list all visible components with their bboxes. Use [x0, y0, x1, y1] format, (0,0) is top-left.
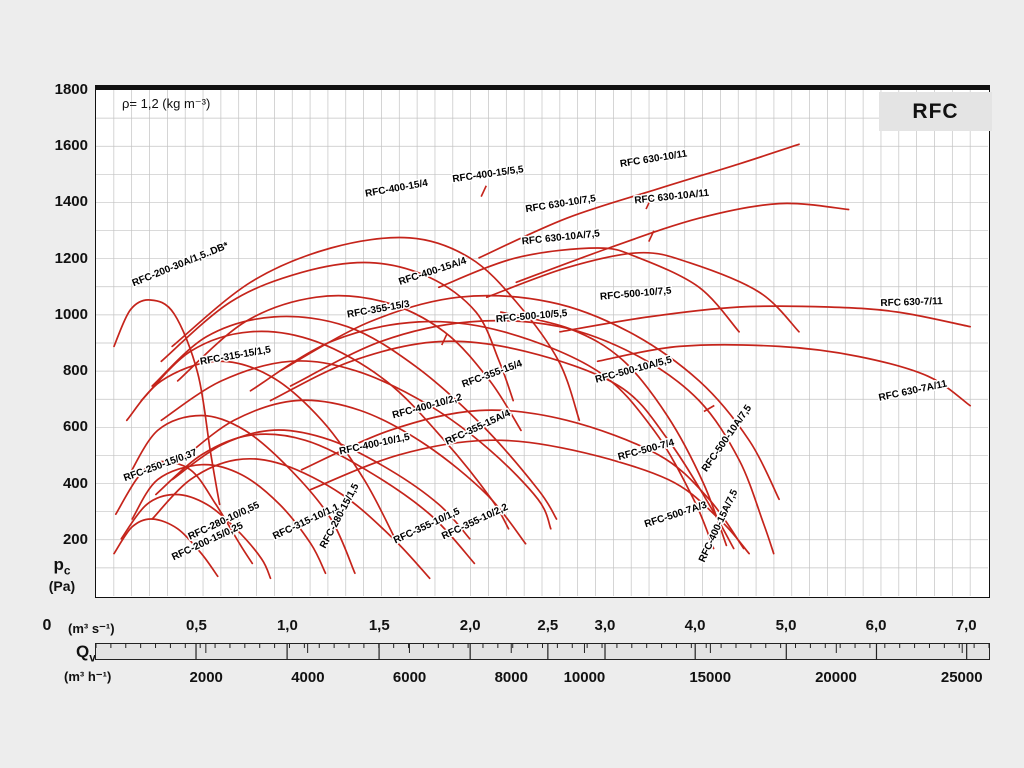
flow-symbol: Qv	[76, 642, 96, 665]
x-tick-label: 7,0	[955, 617, 977, 634]
fan-curve-rfc-630-10a-7-5	[485, 251, 800, 333]
y-axis-zero-label: 0	[42, 617, 52, 634]
fan-curve-rfc-630-7-11	[559, 305, 972, 333]
fan-curve-rfc-250-15-0-37	[114, 460, 254, 565]
fan-curve-rfc-355-15a-4	[160, 360, 552, 530]
fan-curve-rfc-500-10-5-5	[249, 320, 715, 550]
limit-mark	[703, 404, 715, 413]
fan-curve-rfc-500-10-7-5	[278, 294, 780, 501]
fan-curve-rfc-400-10-2-2	[180, 399, 527, 545]
x-tick-label: 6000	[392, 669, 427, 686]
limit-mark	[648, 230, 655, 242]
fan-curve-rfc-280-10-0-55	[120, 493, 272, 580]
density-annotation: ρ= 1,2 (kg m⁻³)	[122, 96, 211, 111]
flow-scale-ruler	[95, 643, 990, 660]
y-tick-label: 1400	[54, 193, 88, 211]
x-tick-label: 2,5	[537, 617, 559, 634]
fan-curve-rfc-355-15-3	[140, 330, 510, 530]
y-axis-title: pc (Pa)	[36, 555, 88, 596]
curve-label-rfc-400-15a-7-5: RFC-400-15A/7,5	[697, 488, 741, 565]
x-tick-label: 8000	[494, 669, 528, 686]
pressure-unit: (Pa)	[48, 578, 76, 595]
fan-curve-rfc-400-10-1-5	[171, 429, 471, 540]
x-tick-label: 2000	[189, 669, 223, 686]
curve-label-rfc-400-15-4: RFC-400-15/4	[364, 178, 429, 200]
x-tick-label: 3,0	[594, 617, 616, 634]
curve-label-rfc-630-10-11: RFC 630-10/11	[619, 148, 688, 170]
curve-label-rfc-500-10a-7-5: RFC-500-10A/7,5	[700, 403, 755, 474]
x-tick-label: 1,5	[368, 617, 390, 634]
fan-curve-rfc-400-15-5-5	[171, 236, 581, 422]
x-tick-label: 15000	[689, 669, 732, 686]
curve-label-rfc-630-10a-11: RFC 630-10A/11	[634, 188, 710, 207]
x-tick-label: 25000	[940, 669, 983, 686]
fan-curve-rfc-630-10-11	[478, 143, 800, 259]
x-tick-label: 5,0	[775, 617, 797, 634]
fan-curve-rfc-355-10-1-5	[151, 457, 431, 580]
x-tick-label: 20000	[815, 669, 857, 686]
curve-label-rfc-355-10-2-2: RFC-355-10/2,2	[440, 502, 510, 542]
motor-limit-marks	[441, 185, 715, 413]
fan-curve-rfc-630-7a-11	[596, 343, 972, 407]
fan-curve-rfc-630-10-7-5	[437, 247, 740, 333]
curve-labels: RFC-200-30A/1,5..DB*RFC-250-15/0,37RFC-2…	[121, 147, 950, 566]
curve-label-rfc-500-10-7-5: RFC-500-10/7,5	[600, 285, 673, 302]
ruler-ticks	[96, 644, 989, 659]
curve-label-rfc-500-7a-3: RFC-500-7A/3	[643, 500, 709, 531]
y-tick-label: 200	[62, 530, 88, 548]
curve-label-rfc-315-15-1-5: RFC-315-15/1,5	[199, 344, 272, 367]
fan-curve-rfc-280-15-1-5	[125, 414, 356, 575]
y-tick-label: 800	[62, 362, 88, 380]
fan-curve-rfc-400-15a-4	[176, 294, 522, 432]
x-tick-label: 4,0	[684, 617, 706, 634]
fan-curve-rfc-500-7a-3	[309, 439, 750, 555]
fan-curves	[113, 143, 972, 580]
fan-curve-rfc-400-15-4	[160, 261, 515, 402]
fan-curve-rfc-355-15-4	[151, 315, 558, 520]
x-tick-label: 1,0	[276, 617, 298, 634]
fan-curve-rfc-500-7-4	[300, 409, 745, 550]
fan-curve-rfc-200-15-0-25	[113, 518, 219, 578]
curve-label-rfc-400-15a-4: RFC-400-15A/4	[397, 255, 468, 287]
pressure-symbol: pc	[53, 555, 71, 578]
fan-curve-rfc-400-15a-7-5	[499, 311, 728, 547]
x-tick-label: 0,5	[185, 617, 207, 634]
plot-area: RFC-200-30A/1,5..DB* RFC-250-15/0,37 RFC-2…	[95, 85, 990, 598]
x-tick-label: 4000	[291, 669, 325, 686]
curve-label-rfc-630-7a-11: RFC 630-7A/11	[878, 378, 949, 403]
chart-canvas: RFC-200-30A/1,5..DB*RFC-250-15/0,37RFC-2…	[96, 90, 988, 596]
x-tick-label: 6,0	[865, 617, 887, 634]
x-axis-unit-m3h: (m³ h⁻¹)	[64, 669, 112, 684]
limit-mark	[645, 197, 652, 210]
fan-curve-rfc-500-10a-7-5	[289, 319, 775, 555]
y-tick-label: 600	[62, 418, 88, 436]
x-axis-unit-m3s: (m³ s⁻¹)	[68, 621, 115, 636]
fan-curve-rfc-630-10a-11	[515, 202, 850, 284]
y-tick-label: 1600	[54, 137, 88, 155]
x-tick-label: 10000	[563, 669, 606, 686]
limit-mark	[480, 185, 487, 197]
y-tick-label: 400	[62, 474, 88, 492]
fan-curve-rfc-355-10-2-2	[155, 433, 476, 565]
brand-badge: RFC	[879, 92, 992, 131]
limit-mark	[441, 333, 448, 346]
y-tick-label: 1000	[54, 305, 88, 323]
y-tick-label: 1800	[54, 81, 88, 98]
curve-label-rfc-630-7-11: RFC 630-7/11	[880, 296, 943, 309]
curve-label-rfc-355-15-3: RFC-355-15/3	[346, 299, 411, 321]
curve-label-rfc-630-10a-7-5: RFC 630-10A/7,5	[521, 228, 601, 247]
curve-label-rfc-200-30a-1-5-db: RFC-200-30A/1,5..DB*	[131, 240, 231, 289]
x-tick-label: 2,0	[459, 617, 481, 634]
fan-curve-rfc-315-15-1-5	[125, 360, 396, 540]
fan-curve-rfc-315-10-1-1	[131, 463, 327, 575]
y-tick-label: 1200	[54, 249, 88, 267]
